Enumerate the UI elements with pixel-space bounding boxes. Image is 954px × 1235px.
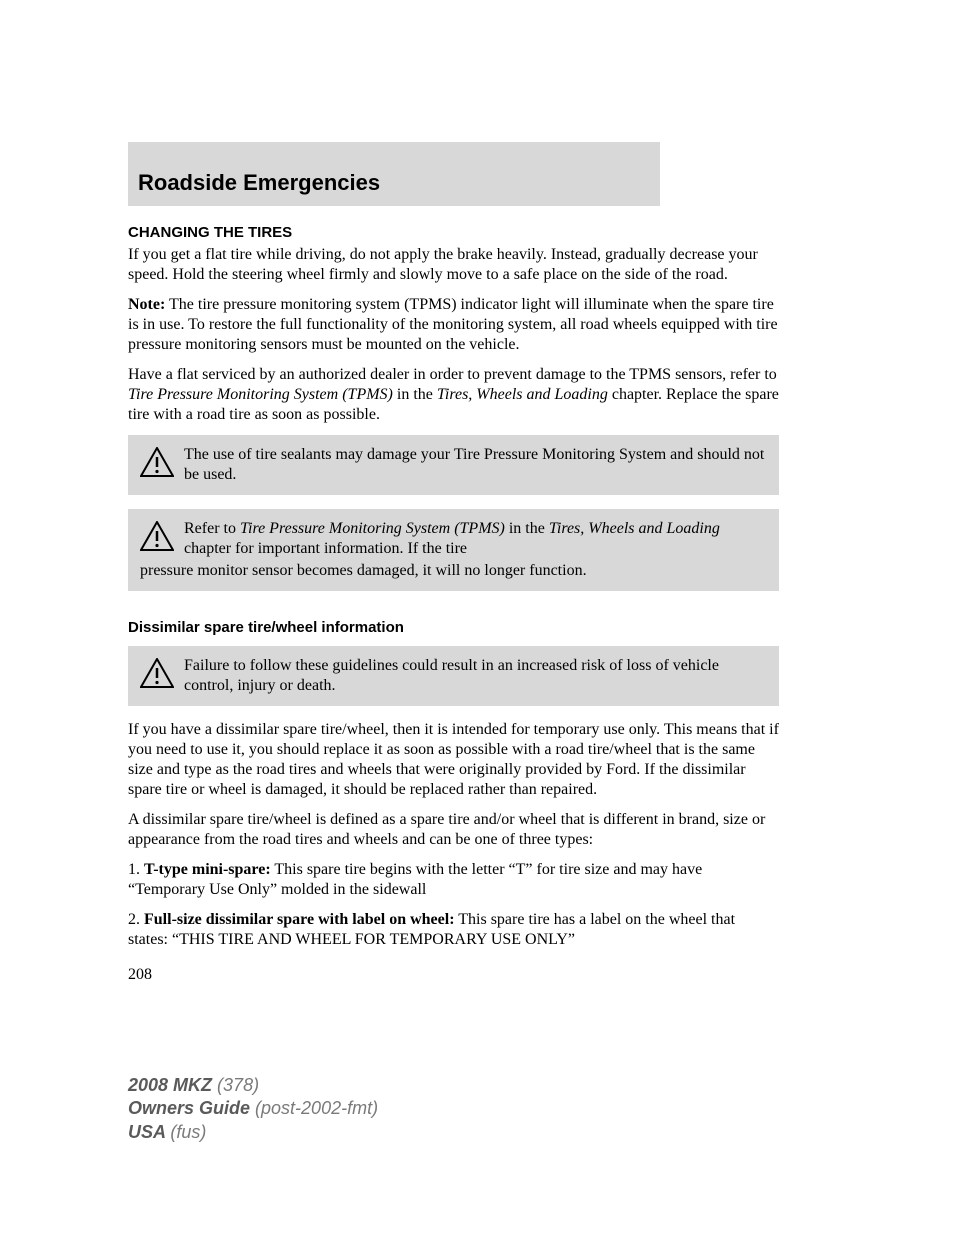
warning-text-sealants: The use of tire sealants may damage your… [184,445,767,485]
list-item-2: 2. Full-size dissimilar spare with label… [128,910,779,950]
footer-region-code: (fus) [170,1122,206,1142]
w2-seg-a: Refer to [184,520,240,537]
w2-italic-2: Tires, Wheels and Loading [549,520,720,537]
li2-bold: Full-size dissimilar spare with label on… [144,911,455,928]
warning-inner: Failure to follow these guidelines could… [140,656,767,696]
w2-seg-b: in the [505,520,549,537]
footer-model: 2008 MKZ [128,1075,217,1095]
heading-changing-tires: CHANGING THE TIRES [128,224,779,241]
warning-inner: The use of tire sealants may damage your… [140,445,767,485]
footer-line-3: USA (fus) [128,1121,779,1144]
footer-guide-fmt: (post-2002-fmt) [255,1098,378,1118]
warning-icon [140,519,174,551]
paragraph-dissimilar-1: If you have a dissimilar spare tire/whee… [128,720,779,800]
footer-guide: Owners Guide [128,1098,255,1118]
p3-italic-1: Tire Pressure Monitoring System (TPMS) [128,386,393,403]
p3-seg-a: Have a flat serviced by an authorized de… [128,366,777,383]
warning-inner: Refer to Tire Pressure Monitoring System… [140,519,767,559]
paragraph-note: Note: The tire pressure monitoring syste… [128,295,779,355]
footer-model-code: (378) [217,1075,259,1095]
page-container: Roadside Emergencies CHANGING THE TIRES … [0,0,954,1224]
li1-num: 1. [128,861,144,878]
paragraph-dissimilar-2: A dissimilar spare tire/wheel is defined… [128,810,779,850]
w2-seg-c: chapter for important information. If th… [184,540,467,557]
li1-bold: T-type mini-spare: [144,861,271,878]
section-title: Roadside Emergencies [138,170,660,196]
li2-num: 2. [128,911,144,928]
footer-line-1: 2008 MKZ (378) [128,1074,779,1097]
footer-region: USA [128,1122,170,1142]
footer-block: 2008 MKZ (378) Owners Guide (post-2002-f… [128,1074,779,1144]
note-label: Note: [128,296,165,313]
note-text: The tire pressure monitoring system (TPM… [128,296,778,353]
warning-box-sealants: The use of tire sealants may damage your… [128,435,779,495]
warning-icon [140,445,174,477]
page-number: 208 [128,966,779,984]
list-item-1: 1. T-type mini-spare: This spare tire be… [128,860,779,900]
p3-seg-b: in the [393,386,437,403]
paragraph-service: Have a flat serviced by an authorized de… [128,365,779,425]
warning-text-tpms-top: Refer to Tire Pressure Monitoring System… [184,519,767,559]
warning-box-guidelines: Failure to follow these guidelines could… [128,646,779,706]
section-header-box: Roadside Emergencies [128,142,660,206]
warning-text-tpms-cont: pressure monitor sensor becomes damaged,… [140,561,767,581]
w2-italic-1: Tire Pressure Monitoring System (TPMS) [240,520,505,537]
footer-line-2: Owners Guide (post-2002-fmt) [128,1097,779,1120]
p3-italic-2: Tires, Wheels and Loading [437,386,608,403]
warning-text-guidelines: Failure to follow these guidelines could… [184,656,767,696]
heading-dissimilar: Dissimilar spare tire/wheel information [128,619,779,636]
warning-box-tpms-ref: Refer to Tire Pressure Monitoring System… [128,509,779,591]
warning-icon [140,656,174,688]
paragraph-intro: If you get a flat tire while driving, do… [128,245,779,285]
